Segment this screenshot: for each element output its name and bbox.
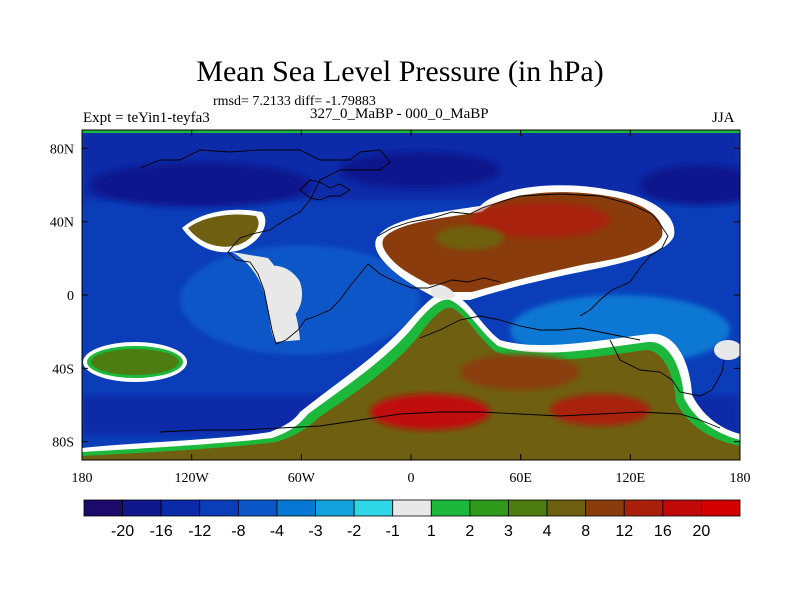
pressure-field: [82, 130, 740, 460]
colorbar-swatch: [237, 499, 278, 517]
period-label: 327_0_MaBP - 000_0_MaBP: [310, 106, 489, 122]
colorbar-label: 4: [543, 523, 552, 540]
north-pacific-low: [90, 163, 310, 207]
lon-tick-label: 0: [408, 471, 415, 486]
south-pacific-high: [91, 349, 179, 375]
season-label: JJA: [712, 110, 735, 126]
north-america-high: [188, 214, 259, 247]
plot-title: Mean Sea Level Pressure (in hPa): [196, 55, 604, 88]
colorbar-swatch: [430, 499, 471, 517]
lon-tick-label: 60E: [509, 471, 532, 486]
tethys-coast: [367, 263, 501, 289]
lat-tick-label: 40S: [52, 362, 74, 377]
lat-tick-label: 80N: [50, 142, 74, 157]
gondwana-core-2: [550, 394, 650, 426]
colorbar-swatch: [469, 499, 509, 517]
lon-axis: 180 120W 60W 0 60E 120E 180: [72, 130, 751, 486]
plot-subtitle: rmsd= 7.2133 diff= -1.79883: [213, 94, 376, 109]
lon-tick-label: 120E: [616, 471, 646, 486]
colorbar-label: 20: [693, 523, 711, 540]
colorbar-swatch: [83, 499, 123, 517]
eurasia-core: [470, 202, 610, 238]
colorbar-swatch: [160, 499, 201, 517]
eurasia-coast: [377, 193, 669, 317]
colorbar-swatch: [546, 499, 587, 517]
gondwana-north-coast: [419, 315, 641, 341]
colorbar-swatch: [662, 499, 702, 517]
colorbar-swatch: [122, 499, 162, 517]
lon-tick-label: 180: [730, 471, 751, 486]
colorbar-swatch: [315, 499, 355, 517]
colorbar-label: -16: [150, 523, 173, 540]
lon-tick-label: 60W: [288, 471, 316, 486]
colorbar-label: -1: [386, 523, 400, 540]
lat-tick-label: 0: [67, 289, 74, 304]
lon-tick-label: 180: [72, 471, 93, 486]
colorbar-label: -2: [347, 523, 361, 540]
eurasia-west-core: [436, 226, 504, 250]
colorbar-swatch: [353, 499, 394, 517]
colorbar-label: -20: [111, 523, 134, 540]
colorbar-swatch: [585, 499, 625, 517]
gondwana-core-1: [370, 394, 490, 430]
gondwana-core-3: [460, 354, 580, 390]
lat-tick-label: 40N: [50, 216, 74, 231]
coastlines: [139, 149, 725, 433]
arctic-island: [299, 179, 351, 201]
colorbar-swatch: [701, 499, 741, 517]
north-low-east: [640, 165, 740, 205]
colorbar-swatch: [508, 499, 548, 517]
colorbar-swatch: [199, 499, 239, 517]
colorbar-swatch: [392, 499, 432, 517]
colorbar-label: -8: [231, 523, 245, 540]
colorbar-label: -3: [308, 523, 322, 540]
colorbar-label: 16: [654, 523, 672, 540]
america-coast: [139, 149, 391, 345]
colorbar: -20 -16 -12 -8 -4 -3 -2 -1 1 2 3 4 8 12 16 20: [83, 499, 741, 540]
colorbar-swatch: [623, 499, 664, 517]
arctic-low: [340, 152, 500, 188]
colorbar-label: -4: [270, 523, 284, 540]
colorbar-label: 2: [465, 523, 474, 540]
antarctic-coast: [159, 411, 721, 433]
colorbar-label: 1: [427, 523, 436, 540]
colorbar-label: -12: [188, 523, 211, 540]
colorbar-label: 3: [504, 523, 513, 540]
colorbar-label: 12: [615, 523, 633, 540]
lat-axis: 80N 40N 0 40S 80S: [50, 142, 740, 451]
lon-tick-label: 120W: [175, 471, 210, 486]
south-america-neutral: [262, 265, 303, 322]
colorbar-label: 8: [581, 523, 590, 540]
colorbar-swatch: [276, 499, 316, 517]
australia-east-neutral: [714, 340, 740, 360]
lat-tick-label: 80S: [52, 436, 74, 451]
experiment-label: Expt = teYin1-teyfa3: [83, 110, 210, 126]
africa-neutral: [430, 284, 456, 299]
australia-coast: [609, 339, 725, 397]
